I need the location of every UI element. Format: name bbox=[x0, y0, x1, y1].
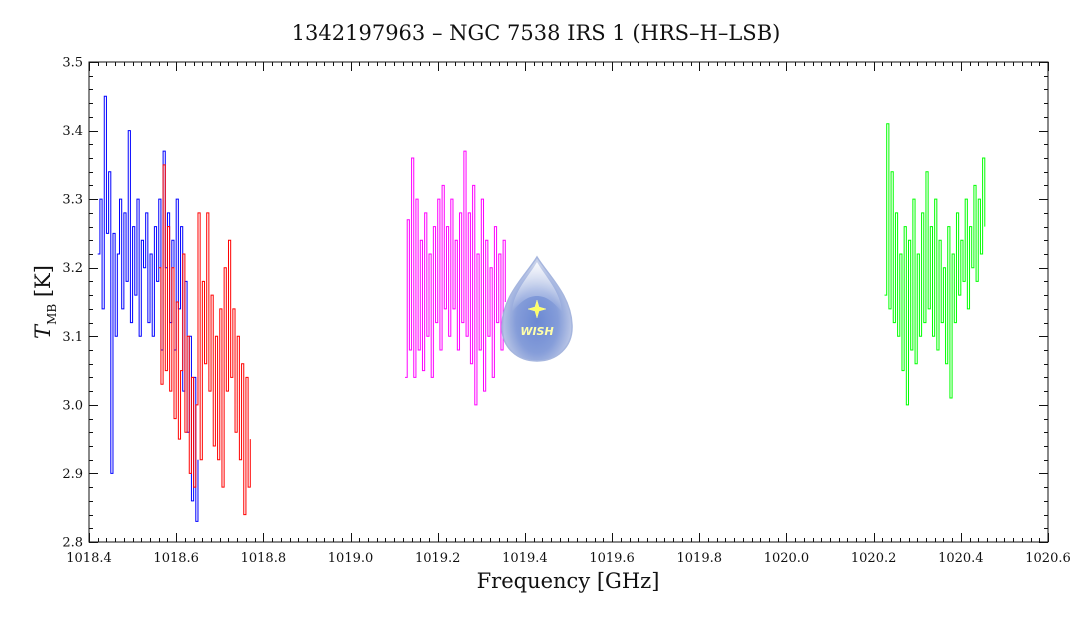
y-tick-label: 3.0 bbox=[62, 398, 83, 413]
y-axis-tick-labels: 2.8 2.9 3.0 3.1 3.2 3.3 3.4 3.5 bbox=[62, 56, 83, 551]
x-tick-label: 1019.4 bbox=[502, 551, 548, 566]
star-icon bbox=[527, 299, 547, 319]
spectrum-series-4 bbox=[884, 123, 986, 406]
series-layer bbox=[97, 95, 986, 522]
y-tick-label: 3.1 bbox=[62, 330, 83, 345]
x-tick-label: 1019.2 bbox=[415, 551, 461, 566]
y-axis-label-main: T bbox=[31, 323, 55, 339]
x-axis-ticks bbox=[89, 62, 1049, 542]
x-tick-label: 1018.4 bbox=[66, 551, 112, 566]
watermark-text: WISH bbox=[520, 325, 553, 338]
y-tick-label: 3.3 bbox=[62, 193, 83, 208]
x-tick-label: 1019.0 bbox=[328, 551, 374, 566]
y-tick-label: 2.9 bbox=[62, 467, 83, 482]
x-tick-label: 1020.6 bbox=[1025, 551, 1071, 566]
x-tick-label: 1019.6 bbox=[589, 551, 635, 566]
y-tick-label: 3.5 bbox=[62, 56, 83, 71]
y-axis-ticks bbox=[89, 62, 1048, 543]
spectrum-series-3 bbox=[405, 150, 506, 406]
x-axis-tick-labels: 1018.4 1018.6 1018.8 1019.0 1019.2 1019.4 1019… bbox=[66, 551, 1071, 566]
x-tick-label: 1020.0 bbox=[764, 551, 810, 566]
spectrum-series-2 bbox=[158, 164, 251, 516]
y-axis-label: TMB [K] bbox=[31, 265, 59, 339]
y-axis-label-subscript: MB bbox=[45, 304, 59, 325]
wish-logo: WISH bbox=[501, 255, 573, 362]
x-tick-label: 1019.8 bbox=[677, 551, 723, 566]
y-tick-label: 2.8 bbox=[62, 536, 83, 551]
chart-title: 1342197963 – NGC 7538 IRS 1 (HRS–H–LSB) bbox=[292, 21, 781, 45]
x-axis-label: Frequency [GHz] bbox=[477, 569, 660, 593]
x-tick-label: 1020.4 bbox=[938, 551, 984, 566]
y-tick-label: 3.2 bbox=[62, 261, 83, 276]
x-tick-label: 1018.6 bbox=[153, 551, 199, 566]
x-tick-label: 1018.8 bbox=[241, 551, 287, 566]
y-axis-label-unit: [K] bbox=[31, 265, 55, 304]
spectrum-series-1 bbox=[97, 95, 199, 522]
y-tick-label: 3.4 bbox=[62, 124, 83, 139]
axes: 1018.4 1018.6 1018.8 1019.0 1019.2 1019.4 1019… bbox=[62, 56, 1070, 567]
water-drop-highlight bbox=[512, 262, 562, 312]
x-tick-label: 1020.2 bbox=[851, 551, 897, 566]
